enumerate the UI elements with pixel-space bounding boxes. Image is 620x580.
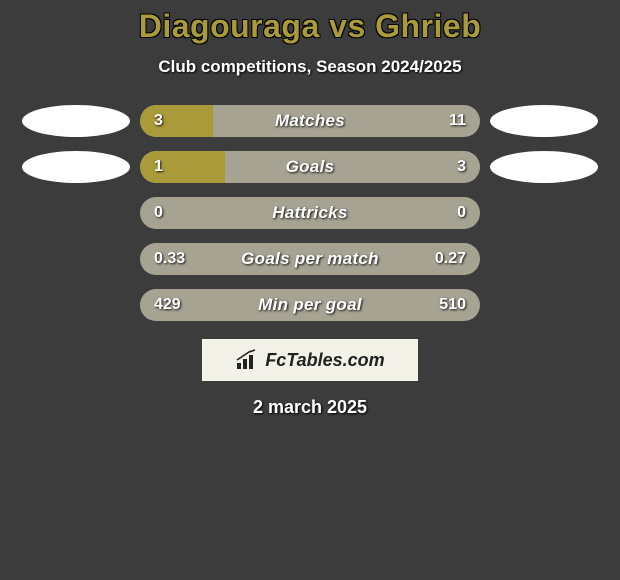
stat-name: Hattricks: [272, 203, 347, 223]
spacer: [490, 197, 598, 229]
stat-left-value: 0.33: [154, 250, 185, 268]
stat-name: Goals: [286, 157, 335, 177]
stat-bar: 0 Hattricks 0: [140, 197, 480, 229]
logo-box: FcTables.com: [202, 339, 418, 381]
player2-ellipse: [490, 151, 598, 183]
stat-left-value: 1: [154, 158, 163, 176]
spacer: [22, 243, 130, 275]
spacer: [490, 243, 598, 275]
bar-left-fill: [140, 105, 213, 137]
stat-name: Goals per match: [241, 249, 379, 269]
stat-left-value: 429: [154, 296, 181, 314]
stat-right-value: 0.27: [435, 250, 466, 268]
stat-row: 0.33 Goals per match 0.27: [0, 243, 620, 275]
player2-ellipse: [490, 105, 598, 137]
stat-right-value: 3: [457, 158, 466, 176]
comparison-infographic: Diagouraga vs Ghrieb Club competitions, …: [0, 0, 620, 418]
spacer: [22, 289, 130, 321]
stat-row: 429 Min per goal 510: [0, 289, 620, 321]
stat-bar: 1 Goals 3: [140, 151, 480, 183]
logo-text: FcTables.com: [265, 350, 384, 371]
stat-rows: 3Matches111Goals30Hattricks00.33Goals pe…: [0, 105, 620, 321]
bar-chart-icon: [235, 349, 259, 371]
stat-left-value: 3: [154, 112, 163, 130]
stat-name: Matches: [275, 111, 345, 131]
stat-left-value: 0: [154, 204, 163, 222]
bar-left-fill: [140, 151, 225, 183]
stat-right-value: 0: [457, 204, 466, 222]
stat-bar: 0.33 Goals per match 0.27: [140, 243, 480, 275]
spacer: [490, 289, 598, 321]
stat-right-value: 11: [449, 112, 466, 130]
stat-row: 3 Matches 11: [0, 105, 620, 137]
page-title: Diagouraga vs Ghrieb: [0, 8, 620, 45]
stat-right-value: 510: [439, 296, 466, 314]
stat-bar: 429 Min per goal 510: [140, 289, 480, 321]
stat-name: Min per goal: [258, 295, 362, 315]
subtitle: Club competitions, Season 2024/2025: [0, 57, 620, 77]
player1-ellipse: [22, 151, 130, 183]
spacer: [22, 197, 130, 229]
date-label: 2 march 2025: [0, 397, 620, 418]
stat-bar: 3 Matches 11: [140, 105, 480, 137]
player1-ellipse: [22, 105, 130, 137]
stat-row: 1 Goals 3: [0, 151, 620, 183]
stat-row: 0 Hattricks 0: [0, 197, 620, 229]
